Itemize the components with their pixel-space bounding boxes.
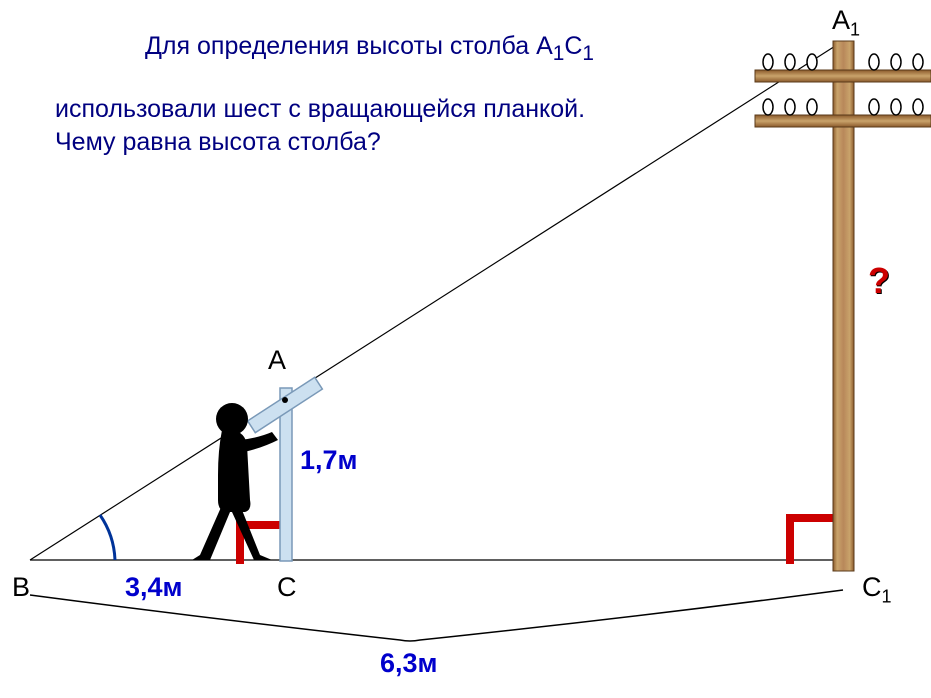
- measure-pole-height: 1,7м: [300, 445, 358, 476]
- angle-arc: [100, 515, 115, 560]
- problem-text-line1: Для определения высоты столба А1С1: [145, 32, 594, 66]
- problem-text-line2: использовали шест с вращающейся планкой.: [55, 95, 585, 124]
- measure-bc1: 6,3м: [380, 648, 438, 679]
- label-a: А: [268, 345, 286, 376]
- problem-text-line3: Чему равна высота столба?: [55, 128, 381, 157]
- utility-pole: [755, 41, 931, 571]
- measure-bc: 3,4м: [125, 572, 183, 603]
- label-c: С: [277, 572, 297, 603]
- label-a1: А1: [832, 5, 860, 40]
- question-mark: ?: [868, 260, 890, 302]
- right-angle-c1: [790, 518, 838, 560]
- label-c1: С1: [862, 572, 892, 607]
- label-b: В: [12, 572, 30, 603]
